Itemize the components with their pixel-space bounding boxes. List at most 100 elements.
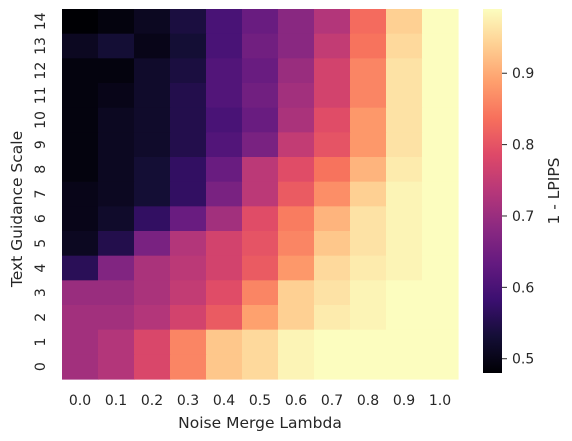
heatmap-cell xyxy=(134,107,171,133)
heatmap-cell xyxy=(350,280,387,306)
heatmap-cell xyxy=(170,83,207,109)
heatmap-cell xyxy=(386,354,423,380)
y-tick-label: 11 xyxy=(33,86,49,104)
x-tick-label: 0.7 xyxy=(321,393,343,409)
y-tick-label: 13 xyxy=(33,37,49,55)
heatmap-cell xyxy=(386,280,423,306)
x-tick-label: 0.9 xyxy=(393,393,415,409)
heatmap-cells xyxy=(62,9,459,380)
heatmap-cell xyxy=(314,9,351,35)
heatmap-cell xyxy=(62,206,99,232)
heatmap-cell xyxy=(62,329,99,355)
heatmap-cell xyxy=(422,305,459,331)
heatmap-cell xyxy=(314,83,351,109)
heatmap-cell xyxy=(350,107,387,133)
y-tick-label: 10 xyxy=(33,111,49,129)
heatmap-cell xyxy=(206,305,243,331)
heatmap-cell xyxy=(350,58,387,84)
x-tick-label: 0.6 xyxy=(285,393,307,409)
colorbar-tick-label: 0.5 xyxy=(512,352,534,368)
heatmap-cell xyxy=(98,329,135,355)
heatmap-cell xyxy=(314,58,351,84)
heatmap-cell xyxy=(206,231,243,257)
heatmap-cell xyxy=(278,305,315,331)
heatmap-cell xyxy=(98,206,135,232)
y-tick-label: 8 xyxy=(33,165,49,174)
heatmap-cell xyxy=(206,83,243,109)
heatmap-cell xyxy=(242,33,279,59)
heatmap-cell xyxy=(386,83,423,109)
heatmap-cell xyxy=(170,354,207,380)
heatmap-cell xyxy=(386,305,423,331)
heatmap-cell xyxy=(278,9,315,35)
heatmap-cell xyxy=(62,107,99,133)
x-tick-label: 0.2 xyxy=(141,393,163,409)
heatmap-cell xyxy=(134,280,171,306)
heatmap-cell xyxy=(206,58,243,84)
heatmap-cell xyxy=(278,107,315,133)
colorbar-tick-label: 0.8 xyxy=(512,138,534,154)
x-axis-label: Noise Merge Lambda xyxy=(178,414,342,432)
heatmap-cell xyxy=(386,255,423,281)
heatmap-cell xyxy=(314,157,351,183)
heatmap-cell xyxy=(422,107,459,133)
heatmap-cell xyxy=(206,33,243,59)
heatmap-cell xyxy=(206,132,243,158)
x-tick-label: 0.4 xyxy=(213,393,235,409)
heatmap-cell xyxy=(206,354,243,380)
heatmap-cell xyxy=(386,132,423,158)
heatmap-cell xyxy=(242,255,279,281)
heatmap-cell xyxy=(134,9,171,35)
heatmap-cell xyxy=(62,305,99,331)
heatmap-cell xyxy=(350,305,387,331)
heatmap-cell xyxy=(134,132,171,158)
heatmap-cell xyxy=(206,157,243,183)
colorbar-tick-label: 0.7 xyxy=(512,209,534,225)
heatmap-cell xyxy=(206,206,243,232)
heatmap-cell xyxy=(242,280,279,306)
heatmap-cell xyxy=(386,181,423,207)
heatmap-cell xyxy=(314,305,351,331)
heatmap-cell xyxy=(314,107,351,133)
heatmap-cell xyxy=(98,181,135,207)
heatmap-cell xyxy=(206,181,243,207)
heatmap-cell xyxy=(314,280,351,306)
heatmap-cell xyxy=(170,132,207,158)
heatmap-cell xyxy=(98,157,135,183)
heatmap-cell xyxy=(278,329,315,355)
x-tick-label: 0.0 xyxy=(69,393,91,409)
heatmap-cell xyxy=(98,231,135,257)
heatmap-cell xyxy=(278,58,315,84)
heatmap-cell xyxy=(62,9,99,35)
heatmap-cell xyxy=(350,206,387,232)
heatmap-cell xyxy=(422,231,459,257)
heatmap-cell xyxy=(350,33,387,59)
heatmap-cell xyxy=(242,354,279,380)
heatmap-cell xyxy=(314,181,351,207)
heatmap-cell xyxy=(278,33,315,59)
heatmap-cell xyxy=(386,9,423,35)
y-tick-label: 1 xyxy=(33,338,49,347)
heatmap-cell xyxy=(278,157,315,183)
heatmap-cell xyxy=(170,9,207,35)
heatmap-cell xyxy=(62,83,99,109)
heatmap-cell xyxy=(62,132,99,158)
heatmap-cell xyxy=(422,329,459,355)
heatmap-cell xyxy=(134,231,171,257)
heatmap-cell xyxy=(206,107,243,133)
heatmap-cell xyxy=(242,206,279,232)
heatmap-cell xyxy=(314,354,351,380)
heatmap-cell xyxy=(62,58,99,84)
heatmap-cell xyxy=(314,231,351,257)
heatmap-cell xyxy=(242,329,279,355)
heatmap-cell xyxy=(278,255,315,281)
heatmap-cell xyxy=(98,354,135,380)
heatmap-cell xyxy=(98,58,135,84)
heatmap-cell xyxy=(170,280,207,306)
heatmap-cell xyxy=(386,107,423,133)
heatmap-cell xyxy=(386,58,423,84)
heatmap-cell xyxy=(206,329,243,355)
y-tick-label: 7 xyxy=(33,190,49,199)
